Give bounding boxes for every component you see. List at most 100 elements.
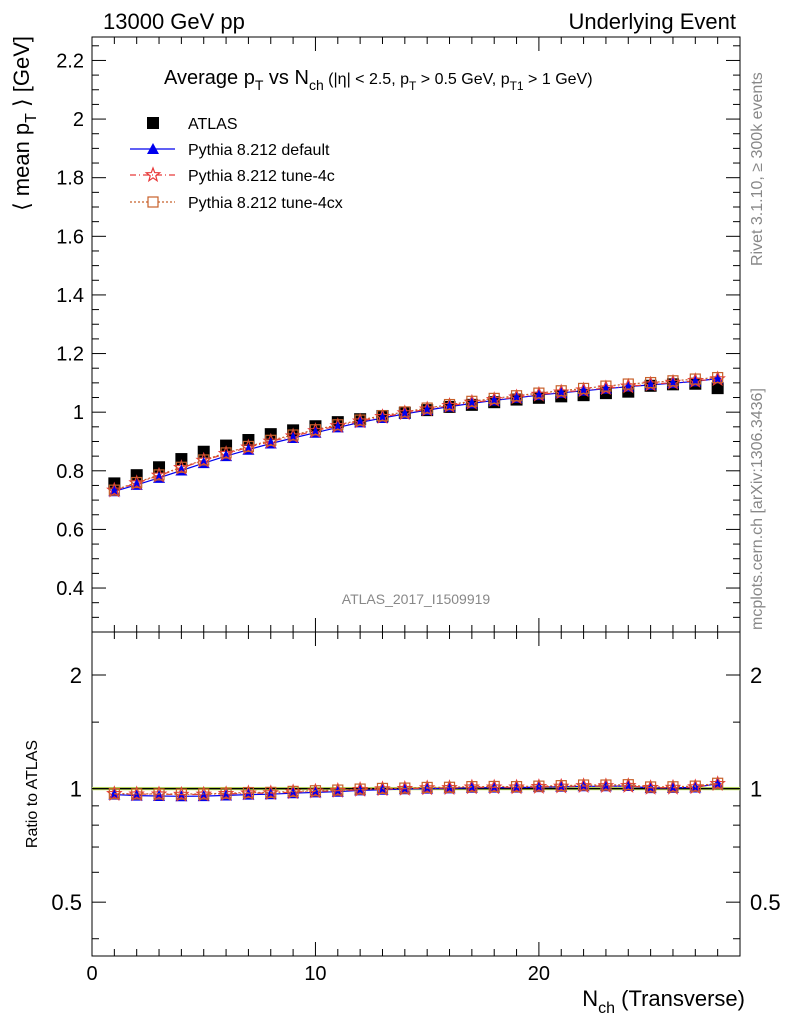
data-point-tune4cx [533, 780, 545, 792]
data-point-tune4cx [622, 378, 634, 390]
main-y-tick-label: 1.6 [56, 226, 84, 248]
data-point-tune4cx [198, 788, 210, 800]
legend-label-tune4c: Pythia 8.212 tune-4c [188, 168, 335, 185]
data-point-tune4cx [287, 429, 299, 441]
data-point-tune4cx [108, 787, 120, 800]
data-point-tune4cx [175, 788, 187, 800]
data-point-tune4cx [577, 779, 590, 791]
main-y-tick-label: 2.2 [56, 50, 84, 72]
main-y-tick-label: 0.4 [56, 578, 84, 600]
data-point-tune4cx [287, 785, 299, 797]
data-point-tune4cx [466, 395, 478, 407]
data-point-tune4cx [667, 375, 679, 387]
mcplots-label: mcplots.cern.ch [arXiv:1306.3436] [749, 388, 766, 630]
data-point-tune4cx [645, 781, 657, 793]
data-point-tune4cx [354, 414, 366, 426]
data-point-tune4cx [131, 476, 143, 489]
header-left: 13000 GeV pp [103, 9, 245, 34]
main-y-tick-label: 1.2 [56, 344, 84, 366]
data-point-tune4cx [443, 398, 456, 411]
data-point-tune4cx [242, 786, 255, 799]
header-right: Underlying Event [568, 9, 736, 34]
data-point-tune4cx [577, 382, 590, 395]
data-point-tune4cx [265, 786, 277, 798]
ratio-series-marks [106, 775, 726, 802]
ratio-y-tick-label-right: 1 [750, 777, 762, 802]
ratio-y-axis-label: Ratio to ATLAS [24, 740, 41, 848]
data-point-tune4cx [488, 780, 500, 793]
data-point-tune4cx [555, 780, 567, 792]
ratio-y-tick-label: 0.5 [51, 890, 82, 915]
data-point-tune4cx [533, 387, 545, 399]
data-point-tune4cx [510, 390, 523, 402]
rivet-label: Rivet 3.1.10, ≥ 300k events [749, 72, 766, 266]
legend-label-tune4cx: Pythia 8.212 tune-4cx [188, 195, 343, 212]
legend-label-atlas: ATLAS [188, 116, 238, 133]
ratio-y-tick-label: 1 [70, 777, 82, 802]
data-point-atlas [711, 382, 724, 395]
data-point-tune4cx [153, 469, 165, 481]
data-point-tune4cx [689, 373, 701, 385]
legend-marker-tune4cx [147, 196, 159, 208]
main-y-tick-label: 1 [73, 402, 84, 424]
data-point-tune4cx [488, 392, 500, 404]
series-line [114, 377, 718, 492]
data-point-tune4cx [131, 788, 143, 800]
main-series-marks [106, 370, 726, 498]
data-point-tune4cx [443, 781, 456, 793]
data-point-tune4cx [622, 779, 634, 791]
data-point-tune4cx [645, 376, 657, 389]
data-point-tune4cx [332, 784, 344, 796]
series-line [114, 377, 718, 491]
data-point-tune4cx [175, 461, 187, 473]
data-point-tune4cx [108, 484, 120, 496]
series-line [114, 378, 718, 491]
data-point-tune4cx [466, 781, 478, 793]
ratio-axis-ticks: 0.5 0.51 12 20 10 20 [51, 632, 781, 985]
chart-title: Average pT vs Nch (|η| < 2.5, pT > 0.5 G… [164, 67, 593, 93]
data-point-tune4cx [265, 434, 277, 446]
x-tick-label: 10 [304, 963, 326, 985]
data-point-tune4cx [555, 385, 567, 397]
x-tick-label: 0 [86, 963, 97, 985]
data-point-tune4cx [309, 785, 322, 797]
data-point-tune4cx [332, 419, 344, 431]
ratio-y-tick-label-right: 0.5 [750, 890, 781, 915]
data-point-tune4cx [220, 787, 232, 799]
ratio-series-line [114, 782, 718, 795]
data-point-tune4cx [421, 781, 433, 794]
main-y-tick-label: 0.6 [56, 519, 84, 541]
data-point-tune4cx [689, 780, 701, 792]
main-axis-ticks: 0.4 0.6 0.8 1 1.2 1.4 1.6 1.8 2 2.2 [56, 37, 740, 632]
legend-marker-default [147, 143, 159, 154]
data-point-tune4cx [600, 380, 612, 392]
data-point-tune4cx [421, 402, 433, 414]
data-point-tune4cx [242, 440, 255, 453]
x-axis-label: Nch (Transverse) [582, 986, 745, 1017]
data-point-tune4cx [667, 781, 679, 793]
legend-star-shape [144, 166, 162, 183]
data-point-tune4cx [153, 788, 165, 800]
data-point-tune4cx [510, 781, 523, 793]
ratio-plot-frame [91, 631, 741, 957]
data-point-tune4cx [399, 782, 411, 794]
ratio-y-tick-label: 2 [70, 663, 82, 688]
data-point-tune4cx [600, 779, 612, 791]
data-point-tune4cx [376, 410, 389, 422]
main-y-tick-label: 0.8 [56, 461, 84, 483]
legend-marker-tune4c [144, 166, 162, 183]
legend-marker-atlas [147, 117, 159, 129]
data-point-atlas [175, 453, 188, 466]
analysis-watermark: ATLAS_2017_I1509919 [342, 591, 491, 607]
ratio-y-tick-label-right: 2 [750, 663, 762, 688]
x-tick-label: 20 [528, 963, 550, 985]
data-point-tune4cx [354, 783, 366, 795]
data-point-tune4cx [712, 777, 724, 789]
legend: ATLAS Pythia 8.212 default Pythia 8.212 … [130, 116, 343, 212]
data-point-tune4cx [399, 406, 411, 418]
main-y-tick-label: 1.4 [56, 285, 84, 307]
data-point-tune4cx [198, 454, 210, 466]
data-point-tune4cx [376, 782, 389, 795]
main-y-tick-label: 1.8 [56, 168, 84, 190]
